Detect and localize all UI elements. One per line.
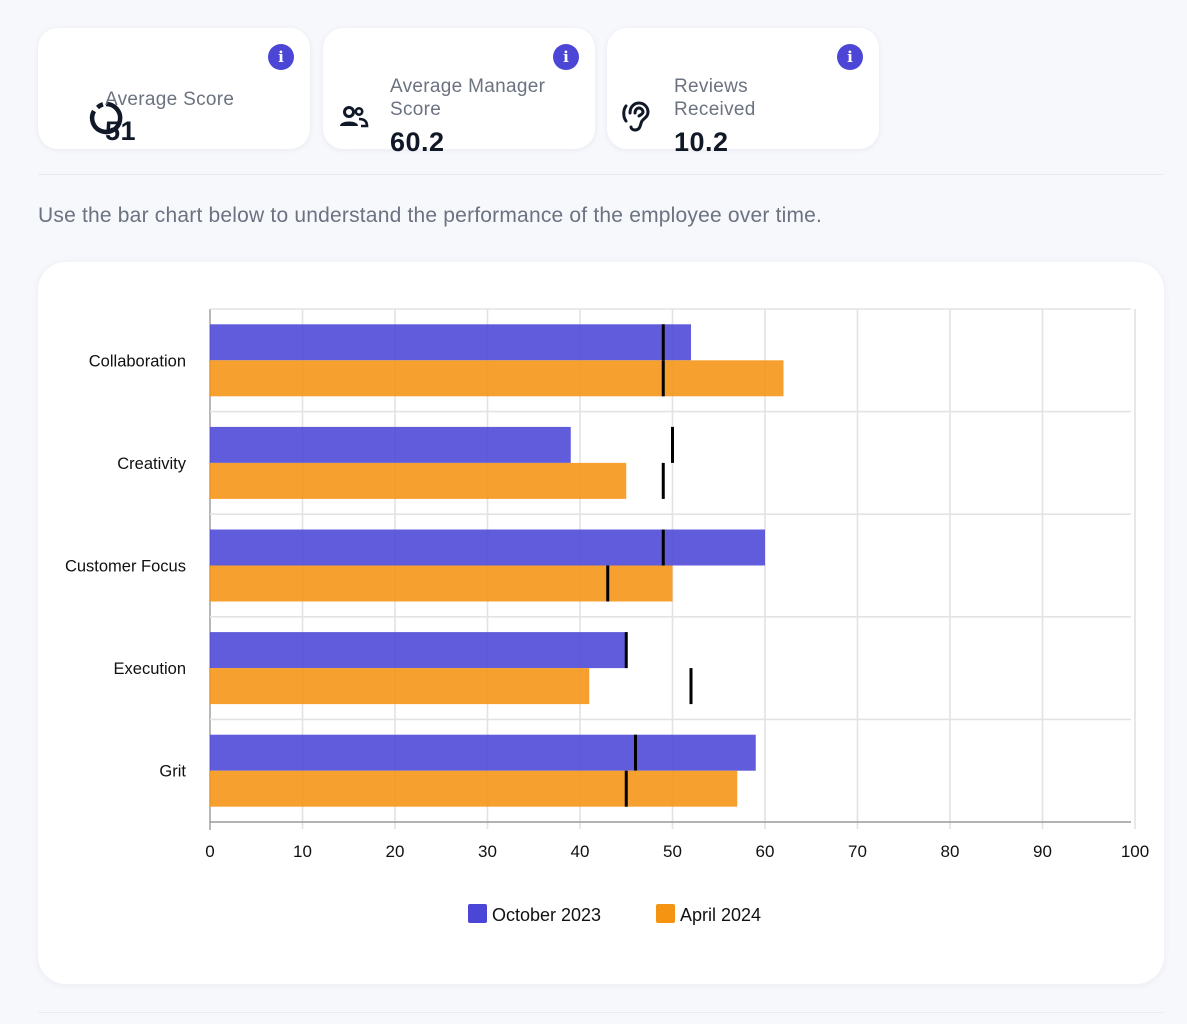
average-manager-score-card: i Average Manager Score 60.2 <box>323 28 595 157</box>
bar <box>210 426 571 463</box>
card-label: Average Manager Score <box>390 76 546 120</box>
y-tick-label: Execution <box>114 660 186 678</box>
bar <box>210 360 784 397</box>
x-tick-label: 80 <box>941 842 960 861</box>
y-tick-label: Creativity <box>117 455 187 473</box>
card-label: Average Score <box>105 89 235 110</box>
x-tick-label: 100 <box>1121 842 1149 861</box>
legend-label: April 2024 <box>680 905 761 925</box>
x-tick-label: 0 <box>205 842 214 861</box>
x-tick-label: 70 <box>848 842 867 861</box>
x-tick-label: 10 <box>293 842 312 861</box>
section-divider <box>38 174 1163 175</box>
bar <box>210 565 673 602</box>
bar <box>210 734 756 771</box>
card-label: Reviews Received <box>674 76 756 120</box>
y-tick-label: Collaboration <box>89 352 186 370</box>
info-icon[interactable]: i <box>268 44 294 70</box>
bar <box>210 529 765 566</box>
y-tick-label: Customer Focus <box>65 558 186 576</box>
card-value: 60.2 <box>390 127 445 157</box>
average-score-card: i Average Score 51 <box>38 28 310 149</box>
y-tick-label: Grit <box>159 763 186 781</box>
bar <box>210 770 738 807</box>
x-tick-label: 60 <box>756 842 775 861</box>
chart-description: Use the bar chart below to understand th… <box>38 204 823 227</box>
donut-chart-icon <box>89 101 123 135</box>
bar <box>210 324 691 361</box>
ear-icon <box>620 100 654 134</box>
x-tick-label: 20 <box>386 842 405 861</box>
x-tick-label: 40 <box>571 842 590 861</box>
card-value: 10.2 <box>674 127 729 157</box>
x-tick-label: 90 <box>1033 842 1052 861</box>
info-icon[interactable]: i <box>837 44 863 70</box>
bar <box>210 668 590 705</box>
legend-swatch <box>656 904 675 923</box>
reviews-received-card: i Reviews Received 10.2 <box>607 28 879 157</box>
card-value: 51 <box>105 116 137 146</box>
info-icon[interactable]: i <box>553 44 579 70</box>
bar <box>210 632 627 669</box>
x-tick-label: 50 <box>663 842 682 861</box>
bar <box>210 462 627 499</box>
x-tick-label: 30 <box>478 842 497 861</box>
footer-divider <box>38 1012 1163 1013</box>
legend-label: October 2023 <box>492 905 601 925</box>
legend-swatch <box>468 904 487 923</box>
users-icon <box>336 101 370 135</box>
